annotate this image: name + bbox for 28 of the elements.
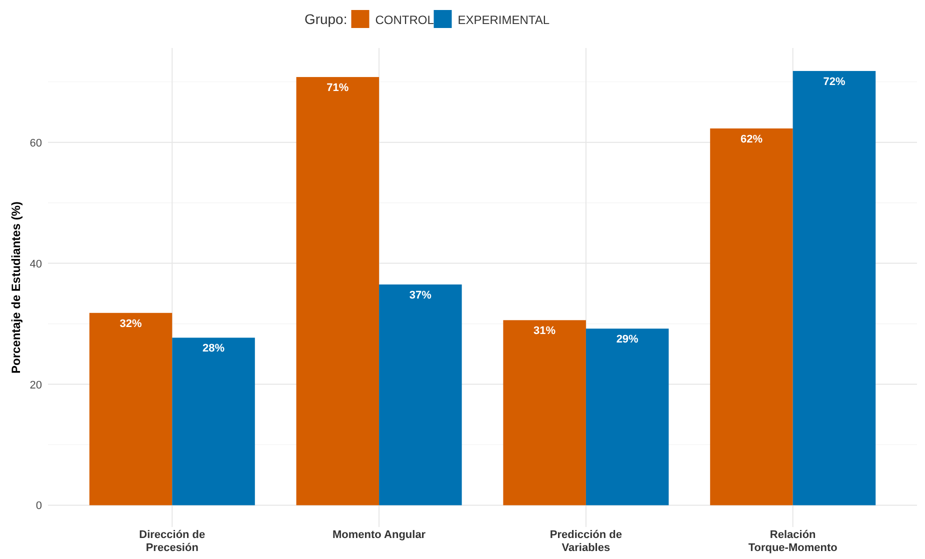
x-tick-label: Momento Angular bbox=[332, 529, 426, 541]
bar bbox=[503, 320, 586, 506]
x-tick-label: Dirección de Precesión bbox=[139, 529, 206, 554]
legend-label: CONTROL bbox=[375, 13, 434, 27]
bar bbox=[296, 77, 380, 506]
legend-title: Grupo: bbox=[304, 11, 348, 27]
bar bbox=[89, 312, 172, 506]
data-label: 31% bbox=[534, 325, 556, 338]
bar bbox=[172, 338, 255, 506]
data-label: 32% bbox=[120, 318, 142, 330]
data-label: 72% bbox=[823, 76, 846, 88]
x-tick-label: Relación Torque-Momento bbox=[748, 529, 838, 554]
data-label: 29% bbox=[616, 334, 639, 346]
bar bbox=[379, 284, 462, 506]
bar bbox=[792, 70, 876, 506]
y-tick-label: 0 bbox=[36, 500, 42, 512]
data-label: 28% bbox=[202, 342, 225, 355]
x-tick-label: Predicción de Variables bbox=[550, 529, 622, 554]
y-axis-title: Porcentaje de Estudiantes (%) bbox=[9, 201, 23, 374]
data-label: 71% bbox=[326, 82, 349, 94]
legend-label: EXPERIMENTAL bbox=[458, 13, 550, 27]
bar bbox=[586, 328, 669, 506]
bar bbox=[710, 128, 793, 506]
y-tick-label: 20 bbox=[30, 379, 42, 392]
y-tick-label: 40 bbox=[30, 258, 42, 270]
y-tick-label: 60 bbox=[30, 137, 42, 150]
data-label: 62% bbox=[740, 133, 763, 146]
data-label: 37% bbox=[409, 289, 432, 302]
